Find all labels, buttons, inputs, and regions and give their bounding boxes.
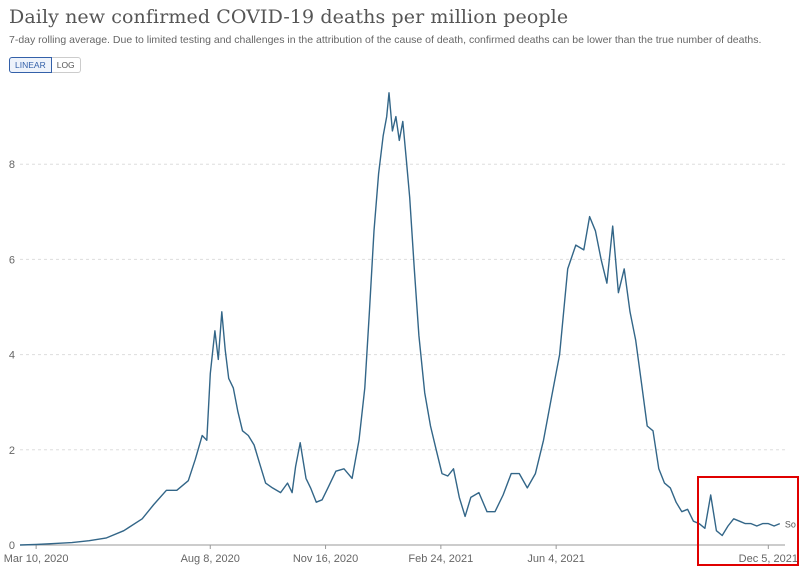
scale-toggle: LINEAR LOG [9,57,81,73]
x-tick-label: Jun 4, 2021 [527,553,585,565]
chart-subtitle: 7-day rolling average. Due to limited te… [9,34,762,46]
y-axis-ticks: 0 2 4 6 8 [9,159,15,552]
y-tick-label: 8 [9,159,15,171]
x-axis-ticks: Mar 10, 2020 Aug 8, 2020 Nov 16, 2020 Feb 2… [4,545,798,565]
y-tick-label: 6 [9,254,15,266]
y-tick-label: 4 [9,350,15,362]
series-layer: So [19,92,796,546]
x-tick-label: Dec 5, 2021 [739,553,798,565]
series-line [19,92,781,546]
y-tick-label: 2 [9,445,15,457]
highlight-box [697,476,799,566]
x-tick-label: Mar 10, 2020 [4,553,69,565]
series-end-label: So [785,520,796,530]
x-tick-label: Nov 16, 2020 [293,553,358,565]
linear-scale-button[interactable]: LINEAR [9,57,52,73]
chart-title: Daily new confirmed COVID-19 deaths per … [9,6,569,28]
y-tick-label: 0 [9,540,15,552]
x-tick-label: Feb 24, 2021 [408,553,473,565]
log-scale-button[interactable]: LOG [51,57,81,73]
gridlines [20,163,785,546]
x-tick-label: Aug 8, 2020 [181,553,240,565]
